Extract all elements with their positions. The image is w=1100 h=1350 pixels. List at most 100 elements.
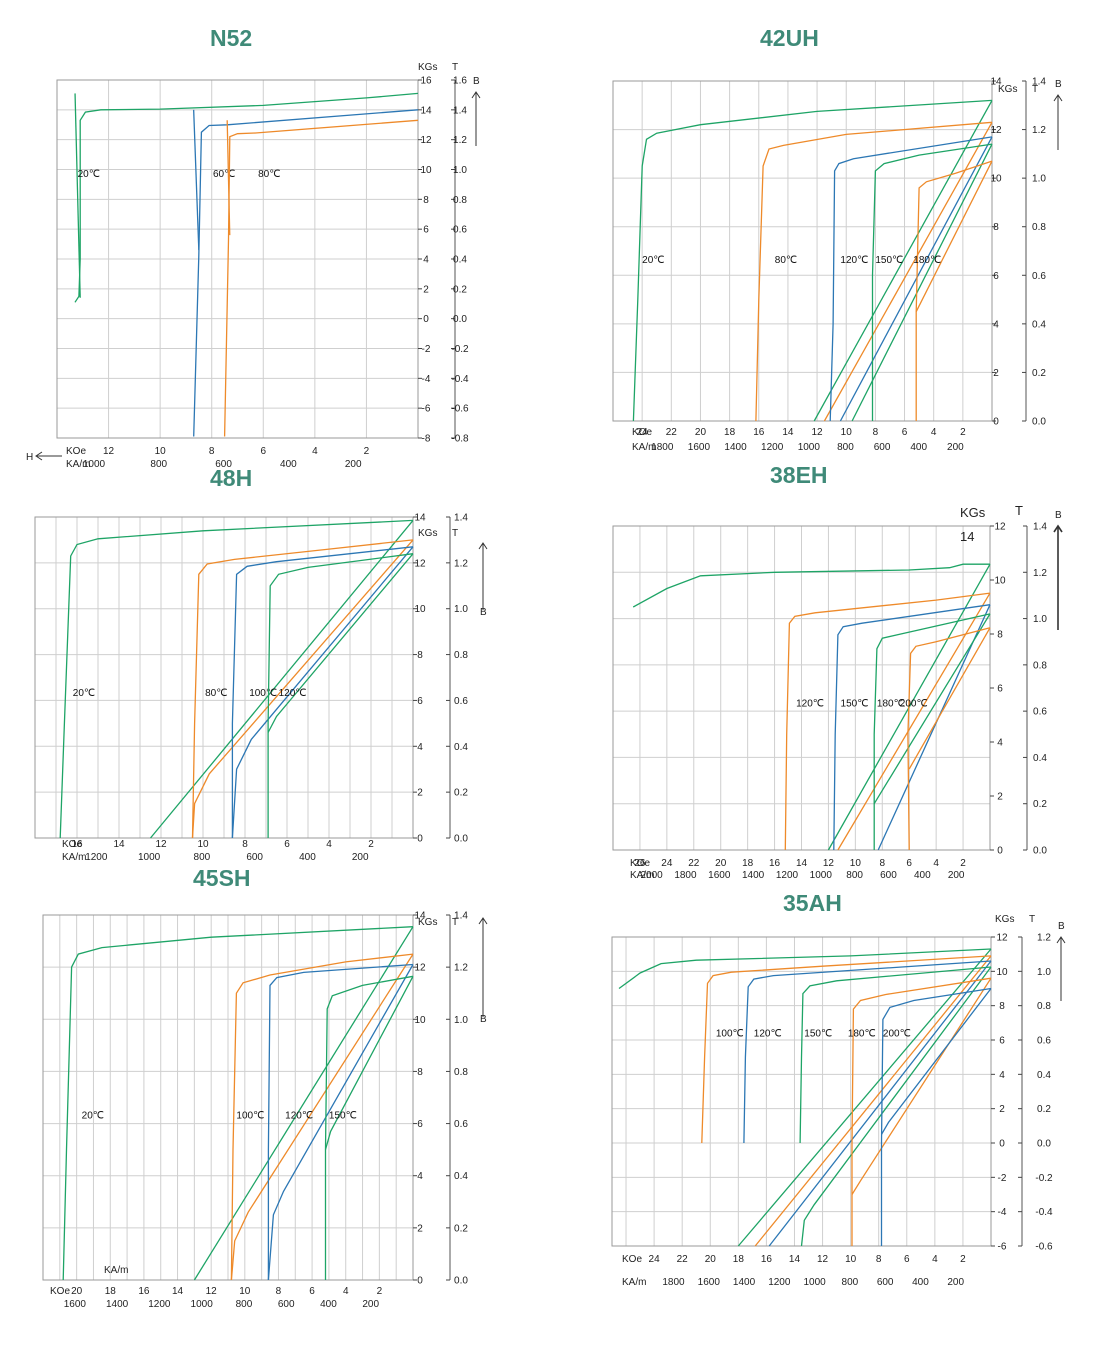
koe-tick-label: 26: [634, 858, 646, 869]
t-tick-label: 1.2: [1037, 933, 1051, 944]
koe-tick-label: 12: [103, 446, 115, 457]
kam-tick-label: 600: [246, 852, 263, 863]
t-tick-label: -0.4: [451, 374, 469, 385]
bh-line-180c: [915, 160, 993, 312]
temperature-label: 180℃: [848, 1029, 876, 1040]
t-tick-label: 1.0: [1033, 614, 1047, 625]
kam-tick-label: 1000: [798, 442, 821, 453]
bh-line-180c: [873, 613, 991, 805]
bh-curve-150c: [833, 604, 991, 851]
koe-tick-label: 12: [817, 1254, 829, 1265]
koe-tick-label: 16: [769, 858, 781, 869]
b-axis-arrow: [1056, 936, 1066, 1001]
koe-unit-label: KOe: [622, 1254, 642, 1265]
koe-tick-label: 2: [377, 1286, 383, 1297]
bh-curve-120c: [267, 553, 414, 838]
kam-unit-label: KA/m: [66, 459, 90, 470]
bh-curve-20c: [632, 563, 990, 608]
bh-curve-80c: [223, 119, 419, 437]
chart-title: 42UH: [760, 25, 819, 51]
kam-tick-label: 1400: [106, 1299, 129, 1310]
temperature-label: 150℃: [329, 1110, 357, 1121]
bh-line-100c: [231, 546, 414, 839]
b-axis-label: B: [1055, 510, 1062, 521]
t-tick-label: 0.6: [453, 225, 467, 236]
bh-curve-200c: [880, 987, 992, 1246]
series-180c: 180℃: [848, 977, 992, 1246]
koe-tick-label: 6: [261, 446, 267, 457]
koe-tick-label: 8: [880, 858, 886, 869]
kam-tick-label: 1400: [724, 442, 747, 453]
bh-line-150c: [851, 143, 993, 422]
kgs-unit-label: KGs: [998, 84, 1017, 95]
t-tick-label: 1.2: [1033, 568, 1047, 579]
plot-frame: [612, 80, 993, 422]
temperature-label: 200℃: [883, 1029, 911, 1040]
kgs-tick-label: -6: [422, 404, 431, 415]
kgs-tick-label: 2: [993, 368, 999, 379]
koe-tick-label: 6: [902, 427, 908, 438]
t-tick-label: 0.6: [1032, 271, 1046, 282]
koe-tick-label: 8: [873, 427, 879, 438]
koe-tick-label: 22: [688, 858, 700, 869]
kam-tick-label: 1000: [138, 852, 161, 863]
koe-tick-label: 18: [733, 1254, 745, 1265]
bh-curve-120c: [784, 592, 991, 851]
koe-tick-label: 18: [105, 1286, 117, 1297]
bh-curve-60c: [193, 109, 419, 437]
koe-tick-label: 20: [695, 427, 707, 438]
series-120c: 120℃: [267, 963, 414, 1281]
temperature-label: 20℃: [642, 255, 664, 266]
bh-line-20c: [737, 948, 992, 1247]
bh-line-120c: [267, 553, 414, 733]
temperature-label: 80℃: [258, 169, 280, 180]
kam-unit-label: KA/m: [62, 852, 86, 863]
grid: [43, 915, 413, 1280]
koe-tick-label: 16: [71, 839, 83, 850]
koe-tick-label: 20: [705, 1254, 717, 1265]
bh-line-20c: [193, 926, 414, 1281]
kgs-tick-label: 6: [423, 225, 429, 236]
t-tick-label: 1.4: [1032, 77, 1046, 88]
t-tick-label: -0.2: [1035, 1173, 1053, 1184]
series-20c: 20℃: [632, 99, 993, 422]
kgs-tick-label: 2: [417, 1223, 423, 1234]
t-unit-label: T: [1015, 503, 1023, 518]
koe-unit-label: KOe: [62, 839, 82, 850]
kgs-tick-label: 0: [999, 1139, 1005, 1150]
koe-tick-label: 8: [242, 839, 248, 850]
kam-tick-label: 2000: [640, 870, 663, 881]
b-axis-label: B: [480, 607, 487, 618]
bh-curve-120c: [267, 963, 414, 1280]
t-tick-label: 1.6: [453, 76, 467, 87]
koe-tick-label: 8: [276, 1286, 282, 1297]
kgs-tick-label: 2: [999, 1104, 1005, 1115]
kam-tick-label: 400: [320, 1299, 337, 1310]
temperature-label: 20℃: [78, 169, 100, 180]
series-150c: 150℃: [324, 975, 414, 1280]
series-80c: 80℃: [223, 119, 419, 437]
grid: [35, 517, 413, 838]
t-tick-label: -0.6: [1035, 1242, 1053, 1253]
kgs-tick-label: 4: [417, 742, 423, 753]
bh-curve-120c: [743, 960, 992, 1144]
kgs-tick-label: 0: [993, 417, 999, 428]
kgs-tick-label: 4: [417, 1171, 423, 1182]
koe-tick-label: 14: [782, 427, 794, 438]
bh-curve-150c: [871, 143, 993, 421]
kgs-tick-label: -2: [998, 1173, 1007, 1184]
koe-tick-label: 2: [960, 858, 966, 869]
kgs-unit-label: KGs: [418, 528, 437, 539]
bh-line-120c: [839, 136, 993, 422]
kgs-tick-label: 0: [997, 846, 1003, 857]
koe-tick-label: 18: [724, 427, 736, 438]
kgs-tick-label: 8: [999, 1001, 1005, 1012]
kam-tick-label: 1800: [651, 442, 674, 453]
bh-line-80c: [823, 121, 993, 422]
kgs-tick-label: 0: [417, 834, 423, 845]
temperature-label: 100℃: [716, 1029, 744, 1040]
kgs-tick-label: 10: [990, 174, 1002, 185]
bh-curve-100c: [230, 953, 414, 1281]
kgs-tick-label: 4: [423, 255, 429, 266]
series-150c: 150℃: [799, 966, 992, 1247]
